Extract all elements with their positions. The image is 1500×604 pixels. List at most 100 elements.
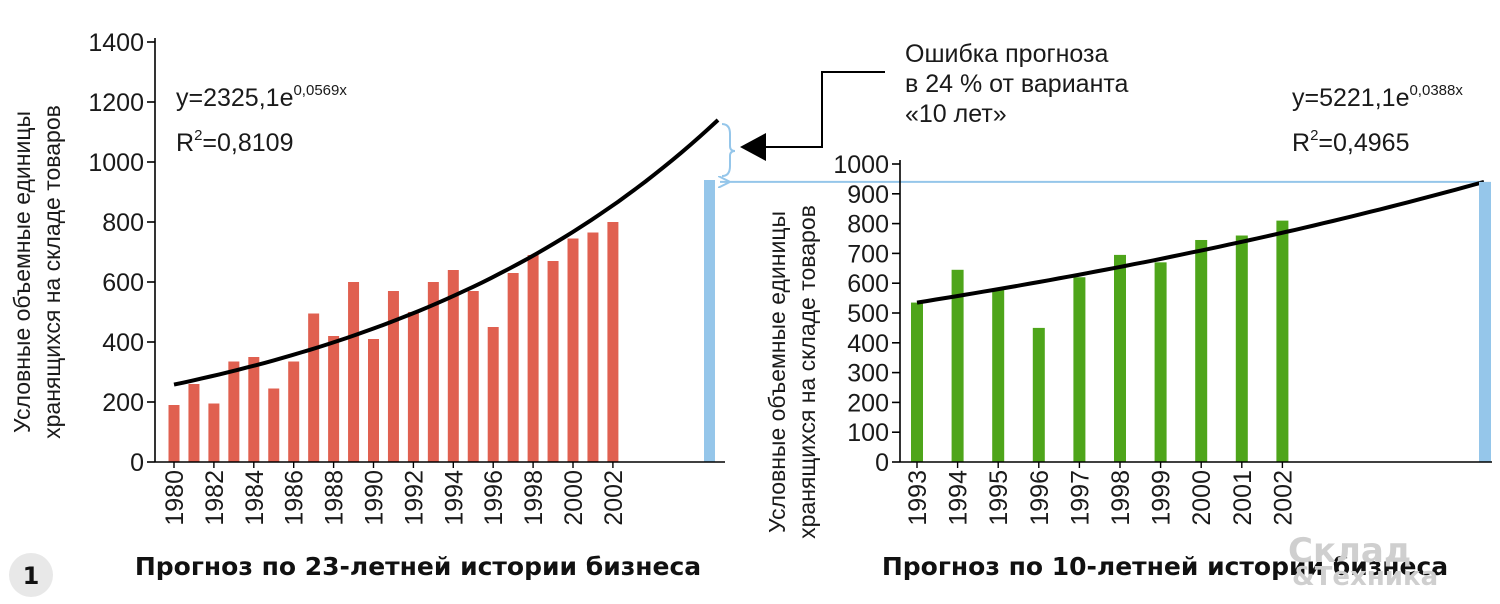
left-y-ticks: 0 200 400 600 800 1000 1200 1400: [88, 29, 155, 477]
left-bar-1983: [228, 361, 240, 462]
left-ylabel-line-1: Условные объемные единицы: [9, 111, 35, 433]
right-bar-2000: [1195, 239, 1208, 462]
watermark-line-2: &Техника: [1292, 562, 1438, 592]
right-bar-1997: [1073, 277, 1086, 462]
left-y-axis-label: Условные объемные единицы хранящихся на …: [9, 105, 65, 439]
left-chart-title: Прогноз по 23-летней истории бизнеса: [135, 552, 701, 581]
left-bar-1997: [507, 273, 519, 462]
left-x-tick-label: 1996: [480, 470, 508, 526]
right-x-tick-label: 2002: [1269, 470, 1297, 526]
right-trend-line: [916, 179, 1485, 305]
left-bar-1996: [487, 327, 499, 462]
left-bar-1985: [268, 388, 280, 462]
right-x-tick-label: 2000: [1188, 470, 1216, 526]
right-chart: Условные объемные единицы хранящихся на …: [764, 82, 1492, 581]
left-bar-1995: [467, 291, 479, 462]
right-bar-1999: [1154, 262, 1167, 462]
right-x-tick-label: 1995: [985, 470, 1013, 526]
left-trend-equation: y=2325,1e0,0569x: [176, 82, 347, 112]
right-y-tick-label: 1000: [833, 151, 889, 179]
left-y-tick-label: 1200: [88, 89, 144, 117]
right-y-tick-label: 800: [847, 211, 889, 239]
right-y-tick-label: 900: [847, 181, 889, 209]
right-bar-1995: [992, 289, 1005, 462]
annotation-leader-line: [762, 71, 885, 148]
left-bar-1993: [427, 282, 439, 462]
left-x-tick-label: 1994: [440, 470, 468, 526]
left-bar-2001: [587, 232, 599, 462]
left-y-tick-label: 800: [102, 209, 144, 237]
left-bar-1980: [168, 405, 180, 462]
left-y-tick-label: 0: [130, 449, 144, 477]
left-x-tick-label: 1988: [321, 470, 349, 526]
left-x-tick-label: 1990: [361, 470, 389, 526]
right-y-tick-label: 600: [847, 270, 889, 298]
left-x-tick-label: 1998: [520, 470, 548, 526]
left-x-tick-label: 2002: [600, 470, 628, 526]
left-bar-1989: [348, 282, 360, 462]
left-x-tick-label: 1982: [201, 470, 229, 526]
right-bar-1994: [951, 269, 964, 462]
left-bar-1988: [328, 336, 340, 462]
right-chart-title: Прогноз по 10-летней истории бизнеса: [882, 552, 1448, 581]
right-bar-1996: [1032, 327, 1045, 462]
left-bar-2000: [567, 238, 579, 462]
right-trend-equation: y=5221,1e0,0388x: [1292, 82, 1463, 112]
left-y-tick-label: 1000: [88, 149, 144, 177]
left-y-tick-label: 1400: [88, 29, 144, 57]
left-y-tick-label: 200: [102, 389, 144, 417]
annotation-line-1: Ошибка прогноза: [905, 40, 1108, 68]
right-forecast-bar: [1479, 181, 1491, 462]
left-bars: [168, 222, 619, 462]
right-ylabel-line-1: Условные объемные единицы: [764, 211, 790, 533]
right-x-ticks: 1993 1994 1995 1996 1997 1998 1999 2000 2001 2002: [904, 462, 1297, 526]
left-x-tick-label: 1992: [400, 470, 428, 526]
left-x-tick-label: 1980: [161, 470, 189, 526]
left-bar-1984: [248, 357, 260, 462]
right-y-tick-label: 100: [847, 419, 889, 447]
right-ylabel-line-2: хранящихся на складе товаров: [794, 205, 820, 539]
right-bars: [911, 220, 1289, 462]
right-x-tick-label: 1998: [1107, 470, 1135, 526]
right-x-tick-label: 1997: [1066, 470, 1094, 526]
left-r-squared: R2=0,8109: [176, 127, 293, 157]
annotation-line-2: в 24 % от варианта: [905, 70, 1129, 98]
right-x-tick-label: 1994: [945, 470, 973, 526]
left-bar-1986: [288, 361, 300, 462]
right-y-tick-label: 500: [847, 300, 889, 328]
left-forecast-bar: [704, 180, 715, 462]
right-bar-2002: [1276, 220, 1289, 462]
right-x-tick-label: 2001: [1229, 470, 1257, 526]
right-y-tick-label: 300: [847, 360, 889, 388]
annotation-line-3: «10 лет»: [905, 100, 1007, 128]
watermark-logo: Склад &Техника: [1288, 531, 1438, 592]
figure-number: 1: [23, 562, 40, 590]
left-chart: Условные объемные единицы хранящихся на …: [9, 29, 725, 581]
left-bar-1999: [547, 261, 559, 462]
left-trend-line: [173, 118, 720, 387]
left-bar-1991: [387, 291, 399, 462]
left-x-tick-label: 1986: [281, 470, 309, 526]
left-bar-1981: [188, 384, 200, 462]
right-r-squared: R2=0,4965: [1292, 127, 1409, 157]
error-bracket: [721, 123, 736, 177]
right-bar-1998: [1114, 254, 1126, 462]
left-bar-2002: [607, 222, 619, 462]
left-x-ticks: 1980 1982 1984 1986 1988 1990 1992 1994 1996 1998…: [161, 462, 628, 526]
watermark-line-1: Склад: [1288, 531, 1411, 571]
right-bar-2001: [1235, 235, 1248, 462]
annotation-arrowhead: [740, 133, 766, 161]
left-x-tick-label: 1984: [241, 470, 269, 526]
right-y-tick-label: 400: [847, 330, 889, 358]
right-x-tick-label: 1999: [1148, 470, 1176, 526]
forecast-error-annotation: Ошибка прогноза в 24 % от варианта «10 л…: [720, 40, 1484, 182]
left-y-tick-label: 400: [102, 329, 144, 357]
right-bar-1993: [911, 302, 923, 462]
right-x-tick-label: 1996: [1026, 470, 1054, 526]
right-y-tick-label: 0: [875, 449, 889, 477]
left-bar-1987: [308, 313, 320, 462]
right-y-tick-label: 200: [847, 389, 889, 417]
left-bar-1990: [368, 339, 379, 462]
